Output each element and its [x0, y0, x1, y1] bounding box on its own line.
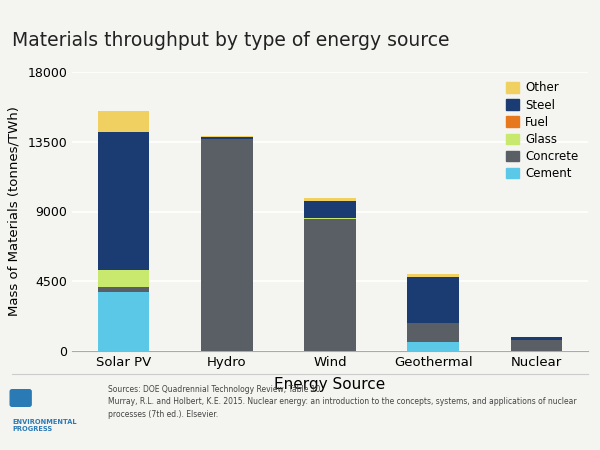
- Text: ENVIRONMENTAL
PROGRESS: ENVIRONMENTAL PROGRESS: [12, 418, 77, 432]
- Bar: [201, 139, 253, 351]
- Y-axis label: Mass of Materials (tonnes/TWh): Mass of Materials (tonnes/TWh): [7, 107, 20, 316]
- Bar: [407, 323, 459, 342]
- Bar: [201, 135, 253, 137]
- Bar: [407, 277, 459, 323]
- Bar: [98, 292, 149, 351]
- Bar: [304, 219, 356, 351]
- Bar: [304, 201, 356, 218]
- X-axis label: Energy Source: Energy Source: [274, 377, 386, 392]
- Text: Sources: DOE Quadrennial Technology Review, Table 10.
Murray, R.L. and Holbert, : Sources: DOE Quadrennial Technology Revi…: [108, 385, 577, 419]
- Bar: [98, 111, 149, 132]
- Bar: [304, 218, 356, 219]
- Bar: [407, 274, 459, 277]
- Bar: [407, 342, 459, 351]
- Bar: [98, 270, 149, 287]
- Bar: [98, 132, 149, 270]
- Bar: [511, 337, 562, 340]
- Bar: [304, 198, 356, 201]
- Text: Materials throughput by type of energy source: Materials throughput by type of energy s…: [12, 32, 449, 50]
- Text: ep: ep: [12, 392, 29, 405]
- Legend: Other, Steel, Fuel, Glass, Concrete, Cement: Other, Steel, Fuel, Glass, Concrete, Cem…: [503, 78, 582, 184]
- Bar: [511, 340, 562, 351]
- Bar: [98, 287, 149, 292]
- Bar: [201, 137, 253, 139]
